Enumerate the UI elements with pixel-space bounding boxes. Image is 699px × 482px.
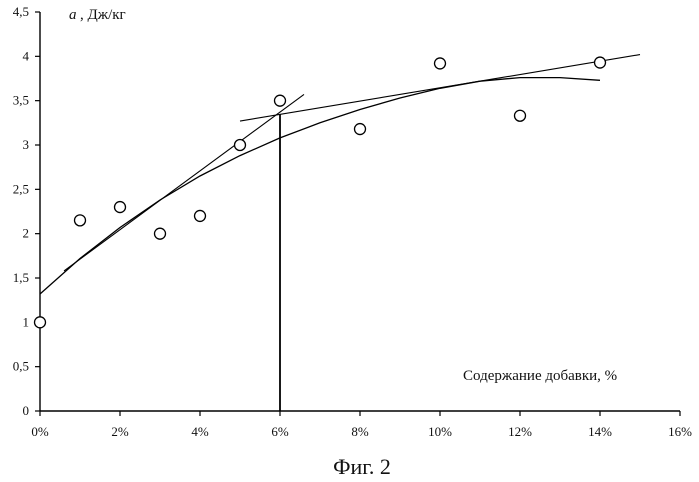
x-tick-label: 14% bbox=[588, 424, 612, 439]
y-tick-label: 0,5 bbox=[13, 359, 29, 374]
x-axis-label: Содержание добавки, % bbox=[463, 368, 617, 384]
x-tick-label: 12% bbox=[508, 424, 532, 439]
y-tick-label: 3,5 bbox=[13, 93, 29, 108]
x-tick-label: 6% bbox=[271, 424, 289, 439]
data-point bbox=[515, 110, 526, 121]
data-point bbox=[435, 58, 446, 69]
x-ticks: 0% 2% 4% 6% 8% 10% 12% 14% 16% bbox=[31, 411, 692, 439]
data-point bbox=[75, 215, 86, 226]
x-tick-label: 4% bbox=[191, 424, 209, 439]
data-point bbox=[355, 124, 366, 135]
trend-lines bbox=[40, 55, 640, 411]
y-tick-label: 0 bbox=[23, 403, 30, 418]
y-tick-label: 4 bbox=[23, 48, 30, 63]
x-tick-label: 10% bbox=[428, 424, 452, 439]
data-point bbox=[115, 202, 126, 213]
x-tick-label: 2% bbox=[111, 424, 129, 439]
data-point bbox=[35, 317, 46, 328]
y-axis-label-variable: a bbox=[69, 7, 77, 23]
tangent-line-1 bbox=[64, 94, 304, 270]
data-point bbox=[595, 57, 606, 68]
y-ticks: 0 0,5 1 1,5 2 2,5 3 3,5 4 4,5 bbox=[13, 4, 40, 418]
y-tick-label: 2 bbox=[23, 226, 30, 241]
y-tick-label: 4,5 bbox=[13, 4, 29, 19]
figure-caption: Фиг. 2 bbox=[333, 454, 391, 479]
data-point bbox=[275, 95, 286, 106]
y-tick-label: 1 bbox=[23, 314, 30, 329]
data-point bbox=[195, 210, 206, 221]
y-tick-label: 2,5 bbox=[13, 181, 29, 196]
data-points bbox=[35, 57, 606, 328]
data-point bbox=[235, 140, 246, 151]
x-tick-label: 0% bbox=[31, 424, 49, 439]
data-point bbox=[155, 228, 166, 239]
x-tick-label: 16% bbox=[668, 424, 692, 439]
trend-curve bbox=[40, 78, 600, 294]
y-axis-label-unit: , Дж/кг bbox=[80, 7, 126, 23]
y-tick-label: 3 bbox=[23, 137, 30, 152]
chart: 0 0,5 1 1,5 2 2,5 3 3,5 4 4,5 0% 2% 4% 6% 8% 10% 12% 14%… bbox=[0, 0, 699, 482]
y-tick-label: 1,5 bbox=[13, 270, 29, 285]
x-tick-label: 8% bbox=[351, 424, 369, 439]
